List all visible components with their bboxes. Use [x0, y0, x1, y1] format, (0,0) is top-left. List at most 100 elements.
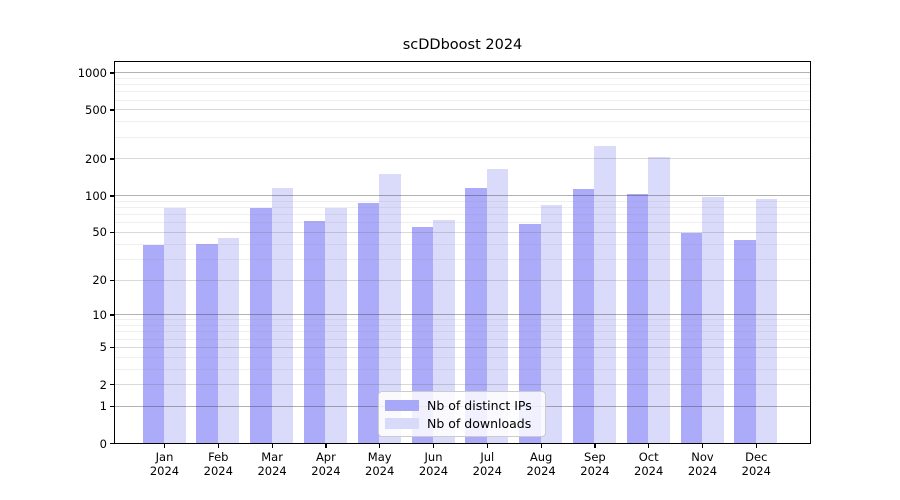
x-tick-month: Jan — [155, 450, 174, 464]
legend-item-downloads: Nb of downloads — [385, 415, 537, 431]
bar-distinct-ips-jan — [142, 245, 164, 443]
y-tick-label-500: 500 — [85, 102, 107, 117]
bar-distinct-ips-feb — [196, 243, 218, 443]
bar-distinct-ips-aug — [519, 224, 541, 443]
gridline-y-3 — [115, 368, 810, 370]
x-tick-year: 2024 — [257, 464, 287, 478]
x-tick-month: May — [367, 450, 392, 464]
gridline-y-8 — [115, 325, 810, 327]
x-tick-label-nov: Nov 2024 — [671, 450, 735, 478]
y-tick-mark-50 — [110, 231, 114, 234]
x-tick-year: 2024 — [634, 464, 664, 478]
bar-downloads-jan — [164, 208, 186, 443]
x-tick-month: Nov — [691, 450, 714, 464]
bar-downloads-nov — [702, 197, 724, 443]
gridline-y-50 — [115, 231, 810, 233]
x-tick-month: Feb — [208, 450, 229, 464]
y-tick-mark-200 — [110, 158, 114, 160]
legend-label-distinct-ips: Nb of distinct IPs — [427, 397, 532, 413]
plot-area — [114, 61, 811, 444]
bar-distinct-ips-mar — [250, 207, 272, 443]
x-tick-mark-oct — [648, 443, 650, 448]
y-tick-mark-5 — [110, 346, 114, 349]
y-tick-label-0: 0 — [99, 436, 107, 451]
x-tick-label-may: May 2024 — [348, 450, 412, 478]
x-tick-label-sep: Sep 2024 — [563, 450, 627, 478]
x-tick-label-feb: Feb 2024 — [186, 450, 250, 478]
bar-downloads-jun — [433, 219, 455, 443]
x-tick-year: 2024 — [149, 464, 180, 478]
gridline-y-6 — [115, 338, 810, 340]
gridline-y-1000 — [115, 72, 810, 74]
bar-distinct-ips-jul — [465, 188, 487, 443]
bar-downloads-oct — [648, 157, 670, 443]
bar-distinct-ips-nov — [680, 233, 702, 443]
legend-swatch-distinct-ips — [385, 399, 419, 411]
x-tick-label-jul: Jul 2024 — [455, 450, 519, 478]
legend-label-downloads: Nb of downloads — [427, 415, 532, 431]
y-tick-label-100: 100 — [85, 188, 107, 203]
gridline-y-700 — [115, 91, 810, 93]
gridline-y-200 — [115, 158, 810, 160]
y-tick-mark-1000 — [110, 72, 114, 74]
gridline-y-300 — [115, 136, 810, 138]
x-tick-mark-apr — [325, 443, 327, 448]
gridline-y-9 — [115, 319, 810, 321]
y-tick-mark-0 — [110, 443, 114, 445]
y-tick-label-10: 10 — [92, 307, 107, 322]
bar-downloads-jul — [486, 168, 509, 443]
bar-downloads-may — [379, 173, 401, 443]
y-tick-label-2: 2 — [99, 377, 107, 392]
legend-item-distinct-ips: Nb of distinct IPs — [385, 397, 537, 413]
legend-swatch-downloads — [385, 417, 419, 429]
bar-downloads-feb — [217, 237, 240, 443]
bar-downloads-sep — [594, 145, 616, 443]
bar-downloads-apr — [325, 207, 347, 443]
gridline-y-60 — [115, 222, 810, 224]
x-tick-mark-may — [379, 443, 381, 448]
x-tick-year: 2024 — [203, 464, 233, 478]
x-tick-year: 2024 — [472, 464, 502, 478]
x-tick-year: 2024 — [580, 464, 610, 478]
x-tick-month: Oct — [638, 450, 659, 464]
x-tick-year: 2024 — [526, 464, 556, 478]
x-tick-mark-nov — [701, 443, 704, 448]
x-tick-year: 2024 — [311, 464, 341, 478]
x-tick-year: 2024 — [741, 464, 771, 478]
gridline-y-90 — [115, 200, 810, 202]
x-tick-year: 2024 — [365, 464, 395, 478]
y-tick-label-1000: 1000 — [77, 65, 107, 80]
bar-distinct-ips-sep — [572, 189, 595, 443]
gridline-y-800 — [115, 84, 810, 86]
x-tick-month: Sep — [584, 450, 606, 464]
chart-title: scDDboost 2024 — [402, 37, 523, 53]
x-tick-mark-dec — [755, 443, 757, 448]
gridline-y-100 — [115, 195, 810, 197]
x-tick-mark-jan — [163, 443, 166, 448]
x-tick-label-oct: Oct 2024 — [617, 450, 681, 478]
gridline-y-20 — [115, 279, 810, 281]
bars-layer — [115, 62, 810, 443]
x-tick-label-jan: Jan 2024 — [133, 450, 197, 478]
gridline-y-500 — [115, 109, 810, 111]
gridlines-layer — [115, 62, 810, 443]
y-tick-label-50: 50 — [92, 225, 107, 240]
x-tick-month: Apr — [315, 450, 336, 464]
gridline-y-80 — [115, 207, 810, 209]
x-tick-label-mar: Mar 2024 — [240, 450, 304, 478]
x-tick-label-dec: Dec 2024 — [724, 450, 788, 478]
y-tick-mark-500 — [110, 109, 114, 111]
bar-downloads-mar — [271, 188, 294, 443]
y-tick-mark-10 — [110, 314, 114, 316]
gridline-y-30 — [115, 258, 810, 260]
gridline-y-10 — [115, 314, 810, 316]
bar-downloads-dec — [755, 198, 778, 443]
gridline-y-70 — [115, 214, 810, 216]
bar-distinct-ips-apr — [303, 221, 326, 443]
x-tick-mark-jun — [432, 443, 435, 448]
x-tick-mark-feb — [217, 443, 219, 448]
x-tick-month: Mar — [261, 450, 283, 464]
bar-distinct-ips-may — [357, 202, 380, 443]
bar-distinct-ips-dec — [734, 239, 756, 443]
